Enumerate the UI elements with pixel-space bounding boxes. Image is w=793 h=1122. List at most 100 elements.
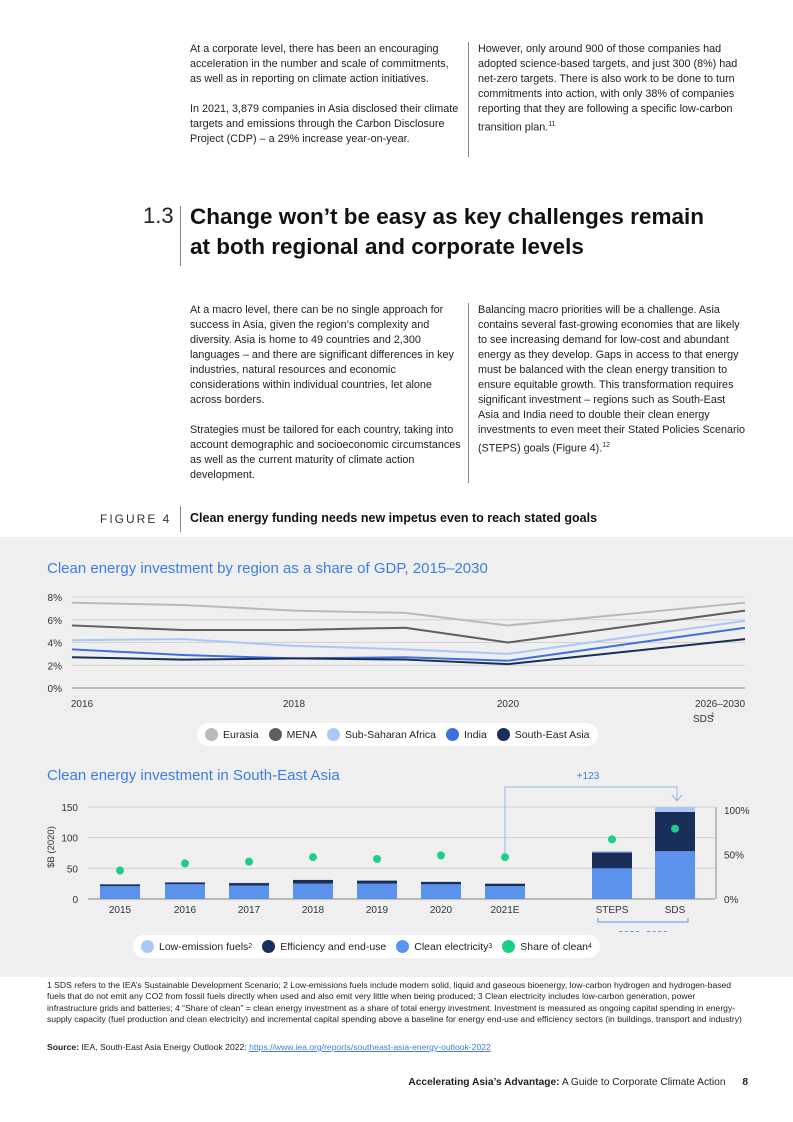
legend-label: Clean electricity	[414, 940, 489, 953]
series-line-mena	[71, 609, 746, 644]
bar-segment	[592, 851, 632, 853]
legend-item: Eurasia	[205, 728, 259, 741]
legend-swatch	[326, 728, 340, 741]
x-tick-sublabel-ref: 1	[711, 712, 715, 719]
bar-segment	[485, 886, 525, 899]
share-of-clean-point	[501, 853, 509, 862]
x-tick-label: 2020	[497, 699, 520, 710]
x-tick-label: 2016	[174, 905, 197, 916]
legend-item: Efficiency and end-use	[262, 940, 386, 953]
figure-caption: Clean energy funding needs new impetus e…	[190, 511, 598, 525]
y2-tick-label: 0%	[724, 895, 739, 906]
page-number: 8	[742, 1077, 748, 1088]
x-tick-label: 2021E	[491, 905, 520, 916]
bar-segment	[100, 886, 140, 899]
bar-segment	[100, 884, 140, 887]
x-tick-label: 2019	[366, 905, 389, 916]
legend-label: Share of clean	[520, 940, 588, 953]
group-label: 2026–2030	[618, 930, 668, 932]
bar-segment	[293, 883, 333, 899]
bar-segment	[485, 883, 525, 887]
x-tick-label: STEPS	[596, 905, 629, 916]
y-tick-label: 6%	[48, 616, 63, 627]
share-of-clean-point	[116, 866, 124, 875]
intro-paragraph-3-text: However, only around 900 of those compan…	[478, 43, 738, 134]
x-tick-label: 2016	[71, 699, 94, 710]
x-tick-label: 2018	[283, 699, 306, 710]
bar-segment	[655, 807, 695, 812]
x-tick-label: 2026–2030	[695, 699, 745, 710]
bar-segment	[293, 879, 333, 884]
intro-column-divider	[468, 42, 469, 157]
legend-swatch	[396, 940, 410, 953]
body-right-column: Balancing macro priorities will be a cha…	[478, 303, 746, 457]
legend-label: Efficiency and end-use	[280, 940, 387, 953]
footnote-ref-12: 12	[602, 442, 610, 449]
x-tick-sublabel: SDS	[693, 714, 714, 725]
share-of-clean-point	[671, 824, 679, 833]
legend-swatch	[502, 940, 516, 953]
bar-segment	[592, 868, 632, 899]
legend-label: Sub-Saharan Africa	[344, 728, 437, 741]
share-of-clean-point	[437, 851, 445, 860]
intro-paragraph-2: In 2021, 3,879 companies in Asia disclos…	[190, 103, 459, 145]
bar-segment	[357, 880, 397, 884]
intro-paragraph-3: However, only around 900 of those compan…	[478, 42, 746, 136]
legend-item: India	[446, 728, 487, 741]
group-bracket	[597, 918, 689, 923]
line-chart-title: Clean energy investment by region as a s…	[47, 560, 488, 577]
footer-title-bold: Accelerating Asia’s Advantage:	[408, 1077, 560, 1088]
share-of-clean-point	[608, 835, 616, 844]
legend-item: Sub-Saharan Africa	[326, 728, 437, 741]
figure-source: Source: IEA, South-East Asia Energy Outl…	[47, 1042, 491, 1052]
body-paragraph-3-text: Balancing macro priorities will be a cha…	[478, 304, 746, 455]
bar-chart-title: Clean energy investment in South-East As…	[47, 767, 340, 784]
page-footer: Accelerating Asia’s Advantage: A Guide t…	[408, 1077, 748, 1088]
bar-segment	[421, 884, 461, 899]
legend-item: Low-emission fuels 2	[141, 940, 252, 953]
x-tick-label: SDS	[665, 905, 686, 916]
intro-left-column: At a corporate level, there has been an …	[190, 42, 462, 147]
section-rule	[180, 206, 181, 266]
share-of-clean-point	[309, 853, 317, 862]
bar-segment	[655, 851, 695, 899]
legend-item: Clean electricity 3	[396, 940, 492, 953]
share-of-clean-point	[181, 859, 189, 868]
annotation-line	[504, 786, 678, 854]
legend-label: India	[464, 728, 487, 741]
y-tick-label: 0%	[48, 684, 63, 695]
bar-segment	[421, 881, 461, 885]
figure-notes: 1 SDS refers to the IEA’s Sustainable De…	[47, 980, 742, 1025]
legend-swatch	[268, 728, 282, 741]
body-left-column: At a macro level, there can be no single…	[190, 303, 462, 483]
intro-paragraph-1: At a corporate level, there has been an …	[190, 43, 449, 85]
footnote-ref-11: 11	[548, 121, 556, 128]
legend-item: South-East Asia	[496, 728, 590, 741]
legend-footnote-ref: 4	[588, 943, 592, 950]
source-label: Source:	[47, 1042, 79, 1052]
legend-label: MENA	[286, 728, 317, 741]
legend-swatch	[205, 728, 218, 741]
y-tick-label: 0	[72, 895, 78, 906]
section-number: 1.3	[143, 203, 174, 228]
legend-label: South-East Asia	[514, 728, 590, 741]
legend-item: MENA	[268, 728, 317, 741]
legend-label: Low-emission fuels	[159, 940, 249, 953]
bar-segment	[165, 882, 205, 885]
body-paragraph-2: Strategies must be tailored for each cou…	[190, 424, 461, 481]
legend-swatch	[446, 728, 460, 741]
series-line-eurasia	[71, 601, 746, 627]
series-line-sub-saharan-africa	[71, 619, 746, 655]
bar-chart: 0 50 100 150 0% 50% 100% $B (2020) 2015 2016 2017 2…	[46, 772, 750, 932]
source-link[interactable]: https://www.iea.org/reports/southeast-as…	[249, 1042, 491, 1052]
y-tick-label: 4%	[48, 639, 63, 650]
bar-chart-legend: Low-emission fuels 2 Efficiency and end-us…	[133, 935, 600, 958]
legend-label: Eurasia	[223, 728, 259, 741]
bar-segment	[165, 884, 205, 899]
x-tick-label: 2020	[430, 905, 453, 916]
y2-tick-label: 50%	[724, 851, 744, 862]
series-line-south-east-asia	[71, 638, 746, 666]
x-tick-label: 2018	[302, 905, 325, 916]
y2-tick-label: 100%	[724, 806, 750, 817]
y-tick-label: 2%	[48, 661, 63, 672]
